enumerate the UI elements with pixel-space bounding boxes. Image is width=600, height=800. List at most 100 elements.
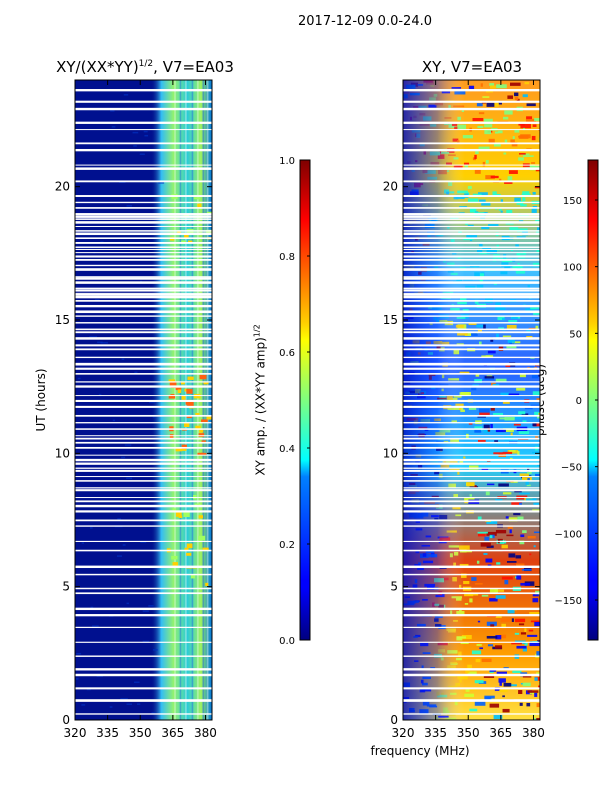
amp-data-gap bbox=[75, 435, 212, 437]
amp-data-gap bbox=[75, 225, 212, 227]
amp-speckle bbox=[142, 610, 149, 612]
phase-data-gap bbox=[403, 565, 540, 569]
amp-data-gap bbox=[75, 405, 212, 408]
amp-data-gap bbox=[75, 373, 212, 375]
amp-data-gap bbox=[75, 107, 212, 111]
phase-data-gap bbox=[403, 385, 540, 388]
amp-hot-cell bbox=[203, 381, 209, 385]
phase-data-gap bbox=[403, 641, 540, 643]
amp-data-gap bbox=[75, 289, 212, 292]
amp-hot-cell bbox=[175, 385, 181, 391]
phase-data-gap bbox=[403, 395, 540, 397]
amp-data-gap bbox=[75, 592, 212, 595]
amp-data-gap bbox=[75, 121, 212, 124]
figure-xlabel: frequency (MHz) bbox=[370, 744, 470, 758]
phase-colorbar-tick-label: −150 bbox=[555, 596, 582, 607]
amp-speckle bbox=[126, 602, 129, 605]
amp-data-gap bbox=[75, 264, 212, 267]
amp-hot-cell bbox=[178, 515, 183, 518]
amp-hot-cell bbox=[169, 434, 174, 439]
phase-data-gap bbox=[403, 276, 540, 278]
amp-data-gap bbox=[75, 252, 212, 254]
phase-data-gap bbox=[403, 504, 540, 508]
phase-x-ticks: 320 335 350 365 380 bbox=[392, 80, 545, 740]
phase-x-tick-label: 350 bbox=[457, 726, 480, 740]
phase-data-gap bbox=[403, 713, 540, 715]
amp-panel-title: XY/(XX*YY)1/2, V7=EA03 bbox=[40, 58, 250, 76]
phase-data-gap bbox=[403, 264, 540, 267]
phase-data-gap bbox=[403, 480, 540, 482]
phase-x-tick-label: 365 bbox=[489, 726, 512, 740]
amp-speckle bbox=[152, 649, 158, 651]
phase-data-gap bbox=[403, 476, 540, 478]
amp-data-gap bbox=[75, 362, 212, 366]
phase-data-gap bbox=[403, 405, 540, 408]
phase-data-gap bbox=[403, 259, 540, 261]
amp-hot-cell bbox=[188, 240, 193, 244]
amp-colorbar-tick-label: 1.0 bbox=[279, 156, 295, 167]
amp-hot-cell bbox=[201, 419, 208, 423]
amp-data-gap bbox=[75, 626, 212, 629]
phase-colorbar-tick-label: 150 bbox=[563, 196, 582, 207]
figure-suptitle: 2017-12-09 0.0-24.0 bbox=[298, 14, 432, 29]
phase-data-gap bbox=[403, 587, 540, 590]
phase-data-gap bbox=[403, 255, 540, 258]
phase-data-gap bbox=[403, 626, 540, 629]
amp-speckle bbox=[86, 688, 91, 691]
amp-speckle bbox=[126, 205, 133, 207]
phase-cell bbox=[466, 719, 476, 720]
amp-data-gap bbox=[75, 276, 212, 278]
amp-hot-cell bbox=[198, 535, 206, 541]
phase-data-gap bbox=[403, 180, 540, 183]
amp-data-gap bbox=[75, 287, 212, 290]
amp-data-gap bbox=[75, 248, 212, 250]
phase-y-tick-label: 10 bbox=[383, 446, 398, 460]
amp-hot-cell bbox=[186, 552, 192, 556]
amp-title-main: XY/(XX*YY) bbox=[56, 58, 139, 76]
amp-axes-frame bbox=[74, 79, 213, 721]
amp-speckle bbox=[109, 706, 113, 708]
amp-data-gap bbox=[75, 100, 212, 103]
amp-speckle bbox=[100, 342, 108, 344]
amp-speckle bbox=[144, 134, 149, 137]
amp-speckle bbox=[126, 477, 133, 480]
amp-speckle bbox=[124, 444, 132, 446]
phase-data-gap bbox=[403, 699, 540, 702]
phase-x-tick-label: 335 bbox=[424, 726, 447, 740]
amp-data-gap bbox=[75, 713, 212, 715]
amp-data-gap bbox=[75, 281, 212, 284]
amp-speckle bbox=[94, 299, 100, 301]
phase-y-tick-label: 20 bbox=[383, 180, 398, 194]
amp-speckle bbox=[111, 126, 116, 128]
amp-data-gap bbox=[75, 462, 212, 465]
phase-colorbar-tick-label: 100 bbox=[563, 263, 582, 274]
phase-data-gap bbox=[403, 497, 540, 499]
phase-data-gap bbox=[403, 348, 540, 351]
amp-data-gap bbox=[75, 437, 212, 440]
amp-speckle bbox=[117, 518, 121, 520]
phase-data-gap bbox=[403, 356, 540, 359]
amp-data-gap bbox=[75, 293, 212, 296]
amp-hot-cell bbox=[185, 399, 193, 405]
phase-x-tick-label: 320 bbox=[392, 726, 415, 740]
amp-speckle bbox=[97, 341, 103, 344]
amp-x-tick-label: 350 bbox=[129, 726, 152, 740]
amp-y-ticks: 0 5 10 15 20 bbox=[55, 180, 212, 727]
amp-data-gap bbox=[75, 164, 212, 166]
amp-y-tick-label: 20 bbox=[55, 180, 70, 194]
phase-data-gap bbox=[403, 293, 540, 296]
amp-x-tick-label: 335 bbox=[96, 726, 119, 740]
amp-y-tick-label: 10 bbox=[55, 446, 70, 460]
amp-x-tick-label: 380 bbox=[194, 726, 217, 740]
amp-heatmap bbox=[75, 80, 212, 720]
amp-data-gap bbox=[75, 540, 212, 542]
phase-data-gap bbox=[403, 322, 540, 324]
amp-hot-cell bbox=[177, 389, 182, 394]
amp-speckle bbox=[134, 681, 140, 684]
amp-data-gap bbox=[75, 607, 212, 611]
phase-data-gap bbox=[403, 399, 540, 402]
phase-x-tick-label: 380 bbox=[522, 726, 545, 740]
amp-data-gap bbox=[75, 504, 212, 508]
amp-data-gap bbox=[75, 201, 212, 204]
phase-heatmap-gaps bbox=[403, 89, 540, 715]
